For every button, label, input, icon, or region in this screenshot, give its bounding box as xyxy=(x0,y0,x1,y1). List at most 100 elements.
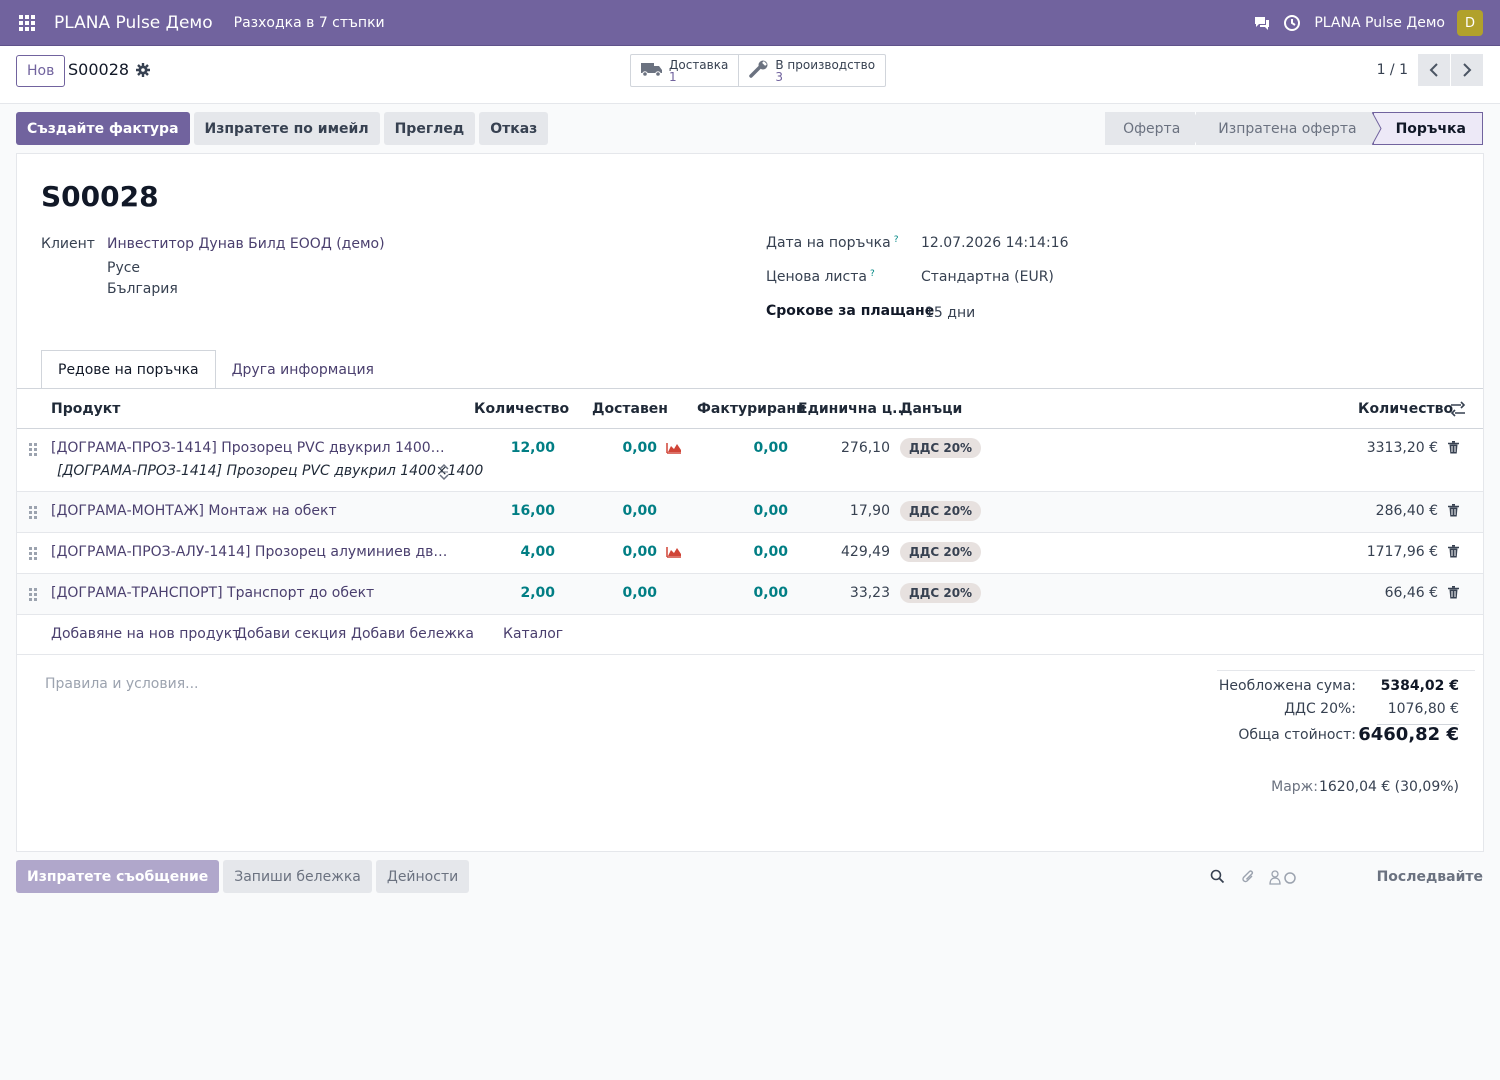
trash-icon[interactable] xyxy=(1448,441,1459,458)
unit-price-value[interactable]: 33,23 xyxy=(849,585,890,601)
chat-icon[interactable] xyxy=(1252,13,1272,33)
log-note-button[interactable]: Запиши бележка xyxy=(223,860,372,893)
table-row[interactable]: [ДОГРАМА-ТРАНСПОРТ] Транспорт до обект 2… xyxy=(17,574,1483,615)
col-invoiced[interactable]: Фактурирани xyxy=(697,401,806,417)
apps-menu-icon[interactable] xyxy=(0,0,54,46)
chatter-buttons: Изпратете съобщение Запиши бележка Дейно… xyxy=(16,860,473,893)
send-email-button[interactable]: Изпратете по имейл xyxy=(193,112,380,145)
app-brand[interactable]: PLANA Pulse Демо xyxy=(54,12,213,33)
client-label: Клиент xyxy=(41,236,95,252)
cancel-button[interactable]: Отказ xyxy=(479,112,549,145)
delivered-value: 0,00 xyxy=(622,440,657,456)
tabs-divider xyxy=(17,388,1483,389)
client-city: Русе xyxy=(107,260,141,276)
breadcrumb: S00028 xyxy=(68,60,151,79)
search-icon[interactable] xyxy=(1210,869,1225,884)
help-icon[interactable]: ? xyxy=(869,269,875,279)
avatar[interactable]: D xyxy=(1457,10,1483,36)
add-product-link[interactable]: Добавяне на нов продукт xyxy=(51,626,241,642)
quantity-value[interactable]: 16,00 xyxy=(510,503,555,519)
pricelist-value[interactable]: Стандартна (EUR) xyxy=(921,269,1054,285)
manufacturing-smart-button[interactable]: В производство 3 xyxy=(738,55,885,86)
record-name: S00028 xyxy=(68,60,130,79)
quantity-value[interactable]: 4,00 xyxy=(520,544,555,560)
unit-price-value[interactable]: 429,49 xyxy=(841,544,890,560)
quantity-value[interactable]: 12,00 xyxy=(510,440,555,456)
col-subtotal[interactable]: Количество xyxy=(1358,401,1454,417)
pager-value[interactable]: 1 / 1 xyxy=(1376,62,1408,78)
untaxed-value: 5384,02 € xyxy=(1380,678,1459,694)
tax-badge[interactable]: ДДС 20% xyxy=(900,438,982,458)
stage-quotation-sent[interactable]: Изпратена оферта xyxy=(1196,112,1373,145)
col-delivered[interactable]: Доставен xyxy=(592,401,668,417)
col-taxes[interactable]: Данъци xyxy=(900,401,963,417)
tax-badge[interactable]: ДДС 20% xyxy=(900,583,982,603)
trash-icon[interactable] xyxy=(1448,545,1459,562)
product-name[interactable]: [ДОГРАМА-ПРОЗ-АЛУ-1414] Прозорец алумини… xyxy=(51,544,451,560)
help-icon[interactable]: ? xyxy=(893,235,899,245)
follow-button[interactable]: Последвайте xyxy=(1376,868,1483,885)
top-navbar: PLANA Pulse Демо Разходка в 7 стъпки PLA… xyxy=(0,0,1500,46)
terms-input[interactable]: Правила и условия... xyxy=(45,676,199,692)
clock-icon[interactable] xyxy=(1282,13,1302,33)
chevron-left-icon[interactable] xyxy=(1418,54,1450,86)
payment-terms-value[interactable]: 15 дни xyxy=(925,305,976,321)
gear-icon[interactable] xyxy=(136,62,151,77)
sort-arrows-icon[interactable] xyxy=(439,463,449,485)
smart-label: Доставка xyxy=(669,57,729,72)
notebook-tabs: Редове на поръчка Друга информация xyxy=(41,350,390,389)
trash-icon[interactable] xyxy=(1448,504,1459,521)
send-message-button[interactable]: Изпратете съобщение xyxy=(16,860,220,893)
new-button[interactable]: Нов xyxy=(16,55,66,87)
action-buttons: Създайте фактура Изпратете по имейл Прег… xyxy=(16,112,552,145)
quantity-value[interactable]: 2,00 xyxy=(520,585,555,601)
nav-menu-walkthrough[interactable]: Разходка в 7 стъпки xyxy=(233,14,385,31)
total-label: Обща стойност: xyxy=(1238,727,1356,743)
navbar-systray: PLANA Pulse Демо D xyxy=(1242,0,1483,46)
col-unit-price[interactable]: Единична ц... xyxy=(798,401,909,417)
unit-price-value[interactable]: 17,90 xyxy=(849,503,890,519)
delivery-smart-button[interactable]: Доставка 1 xyxy=(631,55,738,86)
drag-handle-icon[interactable] xyxy=(29,443,37,456)
forecast-chart-icon[interactable] xyxy=(666,441,682,458)
followers-icon[interactable] xyxy=(1268,869,1297,885)
product-name[interactable]: [ДОГРАМА-ТРАНСПОРТ] Транспорт до обект xyxy=(51,585,375,601)
order-date-value[interactable]: 12.07.2026 14:14:16 xyxy=(921,235,1069,251)
stage-sales-order[interactable]: Поръчка xyxy=(1372,112,1483,145)
product-description[interactable]: [ДОГРАМА-ПРОЗ-1414] Прозорец PVC двукрил… xyxy=(57,463,484,479)
client-name-link[interactable]: Инвеститор Дунав Билд ЕООД (демо) xyxy=(107,236,385,252)
add-note-link[interactable]: Добави бележка xyxy=(351,626,474,642)
drag-handle-icon[interactable] xyxy=(29,547,37,560)
activities-button[interactable]: Дейности xyxy=(375,860,470,893)
table-header: Продукт Количество Доставен Фактурирани … xyxy=(17,389,1483,429)
vat-label: ДДС 20%: xyxy=(1284,701,1356,717)
chevron-right-icon[interactable] xyxy=(1451,54,1483,86)
preview-button[interactable]: Преглед xyxy=(383,112,476,145)
table-row[interactable]: [ДОГРАМА-МОНТАЖ] Монтаж на обект 16,00 0… xyxy=(17,492,1483,533)
client-country: България xyxy=(107,281,178,297)
stage-quotation[interactable]: Оферта xyxy=(1105,112,1197,145)
product-name[interactable]: [ДОГРАМА-МОНТАЖ] Монтаж на обект xyxy=(51,503,337,519)
col-product[interactable]: Продукт xyxy=(51,401,121,417)
paperclip-icon[interactable] xyxy=(1241,869,1255,885)
table-row[interactable]: [ДОГРАМА-ПРОЗ-АЛУ-1414] Прозорец алумини… xyxy=(17,533,1483,574)
tab-other-info[interactable]: Друга информация xyxy=(231,361,374,378)
col-quantity[interactable]: Количество xyxy=(474,401,570,417)
catalog-link[interactable]: Каталог xyxy=(503,626,564,642)
drag-handle-icon[interactable] xyxy=(29,588,37,601)
forecast-chart-icon[interactable] xyxy=(666,545,682,562)
user-name[interactable]: PLANA Pulse Демо xyxy=(1314,15,1445,31)
tax-badge[interactable]: ДДС 20% xyxy=(900,501,982,521)
tab-order-lines[interactable]: Редове на поръчка xyxy=(41,350,216,389)
table-row[interactable]: [ДОГРАМА-ПРОЗ-1414] Прозорец PVC двукрил… xyxy=(17,429,1483,492)
product-name[interactable]: [ДОГРАМА-ПРОЗ-1414] Прозорец PVC двукрил… xyxy=(51,440,451,456)
column-settings-icon[interactable] xyxy=(1450,401,1466,421)
drag-handle-icon[interactable] xyxy=(29,506,37,519)
smart-count: 3 xyxy=(775,69,783,84)
unit-price-value[interactable]: 276,10 xyxy=(841,440,890,456)
add-section-link[interactable]: Добави секция xyxy=(236,626,347,642)
tax-badge[interactable]: ДДС 20% xyxy=(900,542,982,562)
trash-icon[interactable] xyxy=(1448,586,1459,603)
truck-icon xyxy=(641,61,663,81)
create-invoice-button[interactable]: Създайте фактура xyxy=(16,112,190,145)
